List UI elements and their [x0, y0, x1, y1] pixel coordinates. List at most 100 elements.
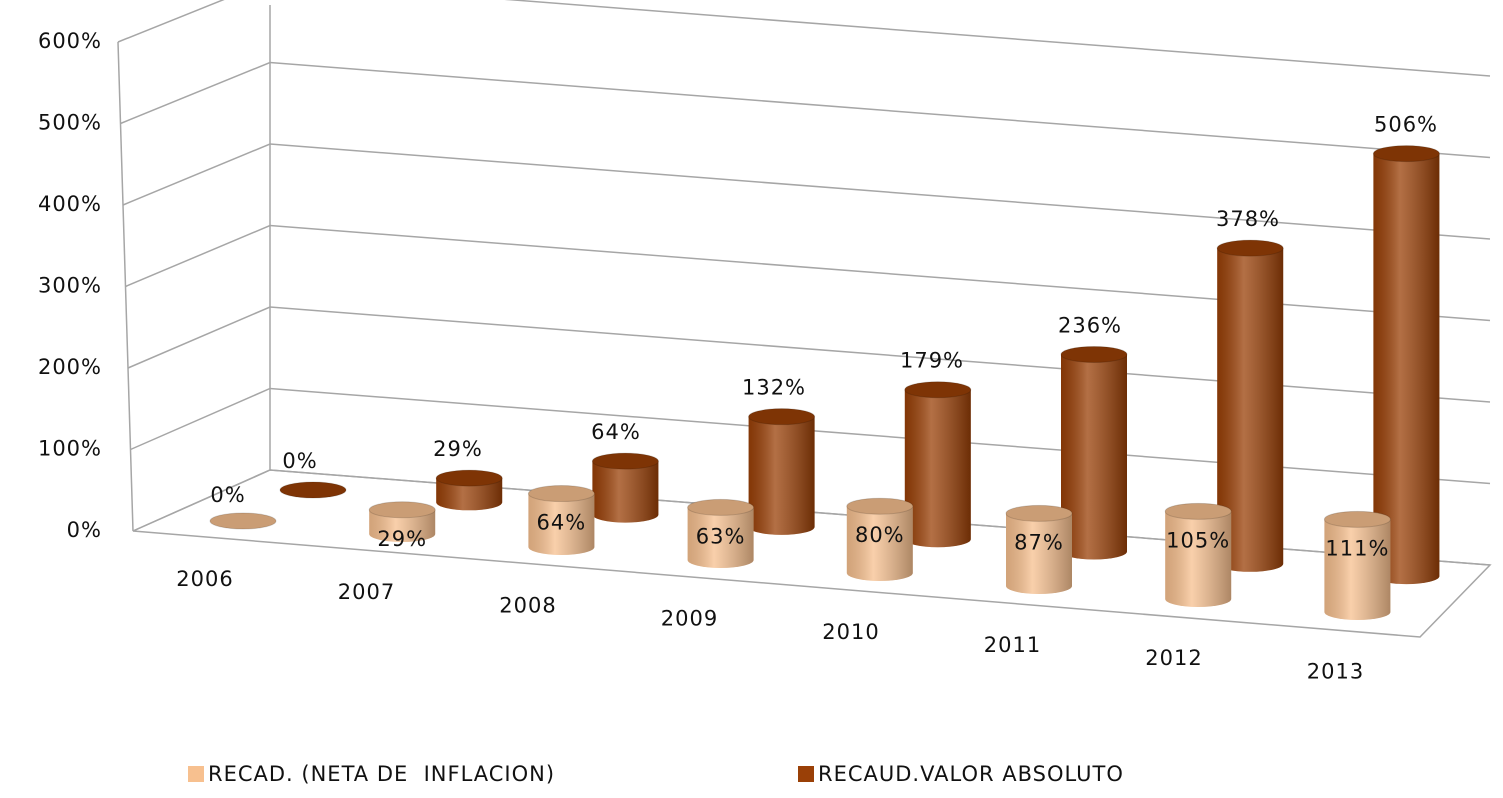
cylinder-part	[1006, 505, 1072, 522]
y-tick-label: 600%	[38, 29, 102, 53]
value-label: 0%	[282, 449, 317, 473]
grid-line	[120, 61, 1491, 159]
grid-line	[117, 0, 1491, 77]
cylinder	[748, 408, 816, 535]
value-label: 64%	[591, 420, 641, 444]
x-tick-label: 2013	[1307, 659, 1364, 683]
cylinder-part	[592, 453, 659, 470]
cylinder-part	[1164, 502, 1232, 520]
cylinder	[1323, 510, 1391, 620]
value-label: 236%	[1058, 313, 1122, 337]
y-tick-label: 300%	[38, 274, 102, 298]
cylinder-part	[687, 507, 754, 568]
value-label: 179%	[900, 349, 964, 373]
value-label: 0%	[210, 483, 245, 507]
x-tick-label: 2010	[822, 620, 879, 644]
y-tick-label: 100%	[38, 437, 102, 461]
cylinder	[279, 481, 347, 499]
legend-label: RECAUD.VALOR ABSOLUTO	[818, 762, 1124, 786]
legend-label: RECAD. (NETA DE INFLACION)	[208, 762, 555, 786]
cylinder	[1060, 345, 1128, 560]
value-label: 378%	[1216, 207, 1280, 231]
cylinder-part	[846, 497, 914, 515]
cylinder-part	[846, 498, 913, 515]
cylinder	[435, 469, 503, 511]
cylinder-part	[209, 512, 277, 530]
cylinder	[687, 498, 755, 568]
cylinder-part	[1165, 503, 1232, 520]
x-tick-label: 2011	[984, 633, 1041, 657]
cylinder-part	[280, 482, 346, 498]
cylinder-part	[1217, 248, 1284, 572]
legend-swatch	[798, 766, 814, 782]
cylinder-part	[1005, 504, 1073, 522]
cylinder-part	[1061, 354, 1127, 560]
grid-line	[125, 224, 1491, 322]
cylinder-part	[1373, 153, 1440, 585]
y-tick-label: 400%	[38, 192, 102, 216]
value-label: 64%	[537, 511, 587, 535]
cylinder	[209, 512, 277, 530]
value-label: 506%	[1374, 113, 1438, 137]
cylinder-part	[1373, 145, 1440, 162]
x-tick-label: 2012	[1145, 646, 1202, 670]
grid-line	[122, 143, 1491, 240]
cylinder-part	[1060, 345, 1128, 363]
cylinder	[904, 381, 972, 548]
y-tick-label: 200%	[38, 355, 102, 379]
cylinder-part	[1006, 513, 1072, 594]
cylinder-part	[846, 506, 913, 581]
cylinder-part	[904, 389, 971, 548]
cylinder-part	[1165, 511, 1232, 607]
cylinder-part	[527, 485, 595, 503]
value-label: 29%	[377, 527, 427, 551]
value-label: 132%	[742, 376, 806, 400]
cylinder-part	[904, 381, 972, 399]
cylinder-part	[369, 501, 436, 518]
cylinder	[1164, 502, 1232, 607]
cylinder-part	[528, 485, 595, 502]
x-tick-label: 2007	[338, 580, 395, 604]
cylinder	[846, 497, 914, 581]
y-tick-label: 0%	[67, 518, 102, 542]
x-tick-label: 2008	[499, 593, 556, 617]
value-label: 87%	[1014, 530, 1064, 554]
y-tick-label: 500%	[38, 111, 102, 135]
cylinder-part	[436, 470, 503, 487]
cylinder	[527, 485, 595, 555]
cylinder	[1372, 145, 1440, 585]
cylinder-part	[435, 469, 503, 487]
cylinder-part	[1324, 511, 1391, 528]
value-label: 105%	[1166, 528, 1230, 552]
cylinder	[1005, 504, 1073, 594]
cylinder	[1216, 239, 1284, 572]
value-label: 29%	[433, 437, 483, 461]
grid-line	[127, 306, 1491, 403]
cylinder-part	[368, 501, 436, 519]
value-label: 63%	[696, 524, 746, 548]
cylinder-part	[369, 509, 436, 542]
cylinder-part	[1217, 240, 1284, 257]
cylinder-part	[210, 513, 276, 529]
cylinder-part	[528, 493, 595, 555]
cylinder-part	[1061, 346, 1127, 363]
cylinder-part	[687, 499, 754, 516]
cylinder-part	[279, 481, 347, 499]
legend-swatch	[188, 766, 204, 782]
value-label: 111%	[1325, 536, 1389, 560]
cylinder-part	[1372, 145, 1440, 163]
cylinder-part	[687, 498, 755, 516]
cylinder-part	[748, 416, 815, 535]
cylinder	[591, 452, 659, 523]
cylinder-part	[591, 452, 659, 470]
cylinder-part	[904, 381, 971, 398]
cylinder-part	[592, 461, 659, 523]
x-tick-label: 2009	[661, 607, 718, 631]
x-tick-label: 2006	[176, 567, 233, 591]
cylinder-part	[748, 408, 816, 426]
cylinder-part	[1323, 510, 1391, 528]
cylinder-part	[748, 408, 815, 425]
cylinder-part	[1216, 239, 1284, 257]
cylinder-part	[1324, 519, 1391, 620]
